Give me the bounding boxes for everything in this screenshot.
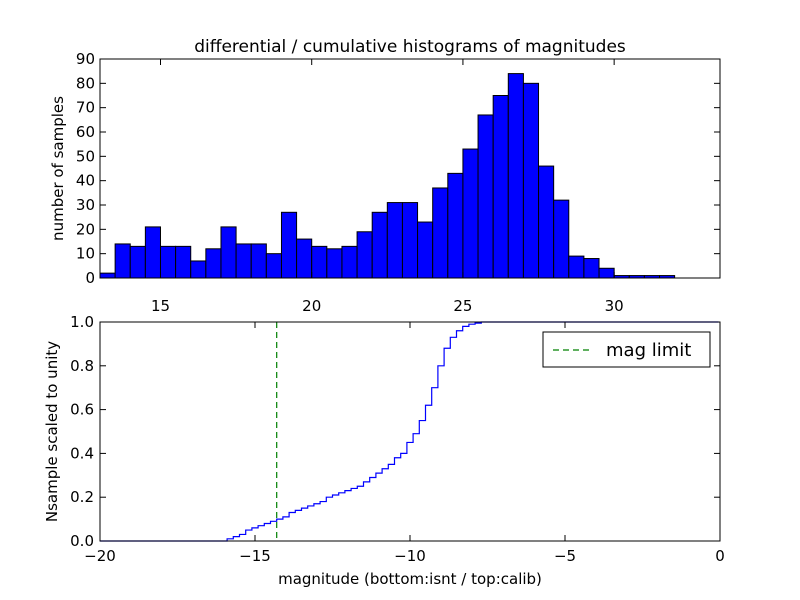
histogram-y-tick-label: 0 <box>85 269 95 287</box>
histogram-bar <box>507 73 524 279</box>
histogram-bar <box>220 226 237 279</box>
histogram-bar <box>568 255 585 279</box>
histogram-bar <box>583 258 600 279</box>
histogram-bars <box>99 73 676 279</box>
histogram-y-tick-label: 30 <box>76 196 95 214</box>
cumulative-step-line <box>100 321 719 542</box>
histogram-bar <box>598 267 615 279</box>
histogram-bar <box>114 243 131 279</box>
histogram-chart: differential / cumulative histograms of … <box>49 37 721 315</box>
histogram-bar <box>447 172 464 279</box>
cumulative-x-tick-label: −15 <box>239 547 271 565</box>
histogram-bar <box>356 231 373 279</box>
histogram-bar <box>250 243 267 279</box>
histogram-bar <box>129 245 146 279</box>
legend-box <box>542 331 711 368</box>
histogram-x-tick-label: 25 <box>453 297 472 315</box>
cumulative-lines <box>100 321 719 542</box>
histogram-y-tick-label: 50 <box>76 147 95 165</box>
cumulative-y-tick-label: 0.0 <box>70 532 94 550</box>
histogram-bar <box>144 226 161 279</box>
cumulative-x-tick-label: −5 <box>554 547 576 565</box>
histogram-bar <box>205 248 222 279</box>
histogram-y-tick-label: 70 <box>76 99 95 117</box>
cumulative-y-tick-label: 0.6 <box>70 401 94 419</box>
histogram-bar <box>538 165 555 279</box>
histogram-bar <box>190 260 207 279</box>
cumulative-chart: −20 −15 −10 −5 0 0.0 0.2 0.4 0.6 0.8 1.0 Nsample s… <box>43 313 725 588</box>
histogram-y-tick-label: 90 <box>76 50 95 68</box>
histogram-bar <box>341 245 358 279</box>
histogram-bar <box>175 245 192 279</box>
legend: mag limit <box>542 331 711 368</box>
cumulative-x-tick-label: 0 <box>715 547 725 565</box>
histogram-y-tick-label: 80 <box>76 74 95 92</box>
histogram-bar <box>462 148 479 279</box>
histogram-bar <box>477 114 494 279</box>
histogram-y-tick-label: 20 <box>76 220 95 238</box>
cumulative-axes-frame <box>99 321 721 542</box>
histogram-bar <box>432 187 449 279</box>
histogram-bar <box>401 202 419 279</box>
histogram-bar <box>522 82 540 279</box>
histogram-x-tick-label: 30 <box>605 297 624 315</box>
histogram-y-tick-label: 60 <box>76 123 95 141</box>
cumulative-x-axis-label: magnitude (bottom:isnt / top:calib) <box>278 570 542 588</box>
cumulative-y-tick-label: 1.0 <box>70 313 94 331</box>
histogram-y-tick-label: 10 <box>76 245 95 263</box>
cumulative-x-tick-label: −20 <box>84 547 116 565</box>
cumulative-x-tick-label: −10 <box>394 547 426 565</box>
legend-mag-limit-label: mag limit <box>606 340 691 361</box>
histogram-x-tick-label: 20 <box>302 297 321 315</box>
histogram-bar <box>280 211 298 279</box>
histogram-bar <box>386 202 403 279</box>
histogram-bar <box>553 199 570 279</box>
histogram-axes-frame <box>99 58 721 279</box>
histogram-x-tick-label: 15 <box>151 297 170 315</box>
histogram-bar <box>371 211 388 279</box>
histogram-bar <box>296 238 313 279</box>
histogram-y-tick-label: 40 <box>76 172 95 190</box>
chart-title: differential / cumulative histograms of … <box>194 37 626 57</box>
histogram-y-axis-label: number of samples <box>49 96 67 241</box>
histogram-bar <box>417 221 434 279</box>
histogram-bar <box>159 245 177 279</box>
histogram-bar <box>265 253 282 279</box>
histogram-bar <box>492 95 509 279</box>
histogram-bar <box>311 245 328 279</box>
histogram-bar <box>99 272 116 279</box>
cumulative-y-axis-label: Nsample scaled to unity <box>43 341 61 522</box>
cumulative-y-tick-label: 0.8 <box>70 357 94 375</box>
cumulative-y-tick-label: 0.2 <box>70 488 94 506</box>
cumulative-y-tick-label: 0.4 <box>70 444 94 462</box>
histogram-bar <box>235 243 252 279</box>
histogram-bar <box>326 248 343 279</box>
